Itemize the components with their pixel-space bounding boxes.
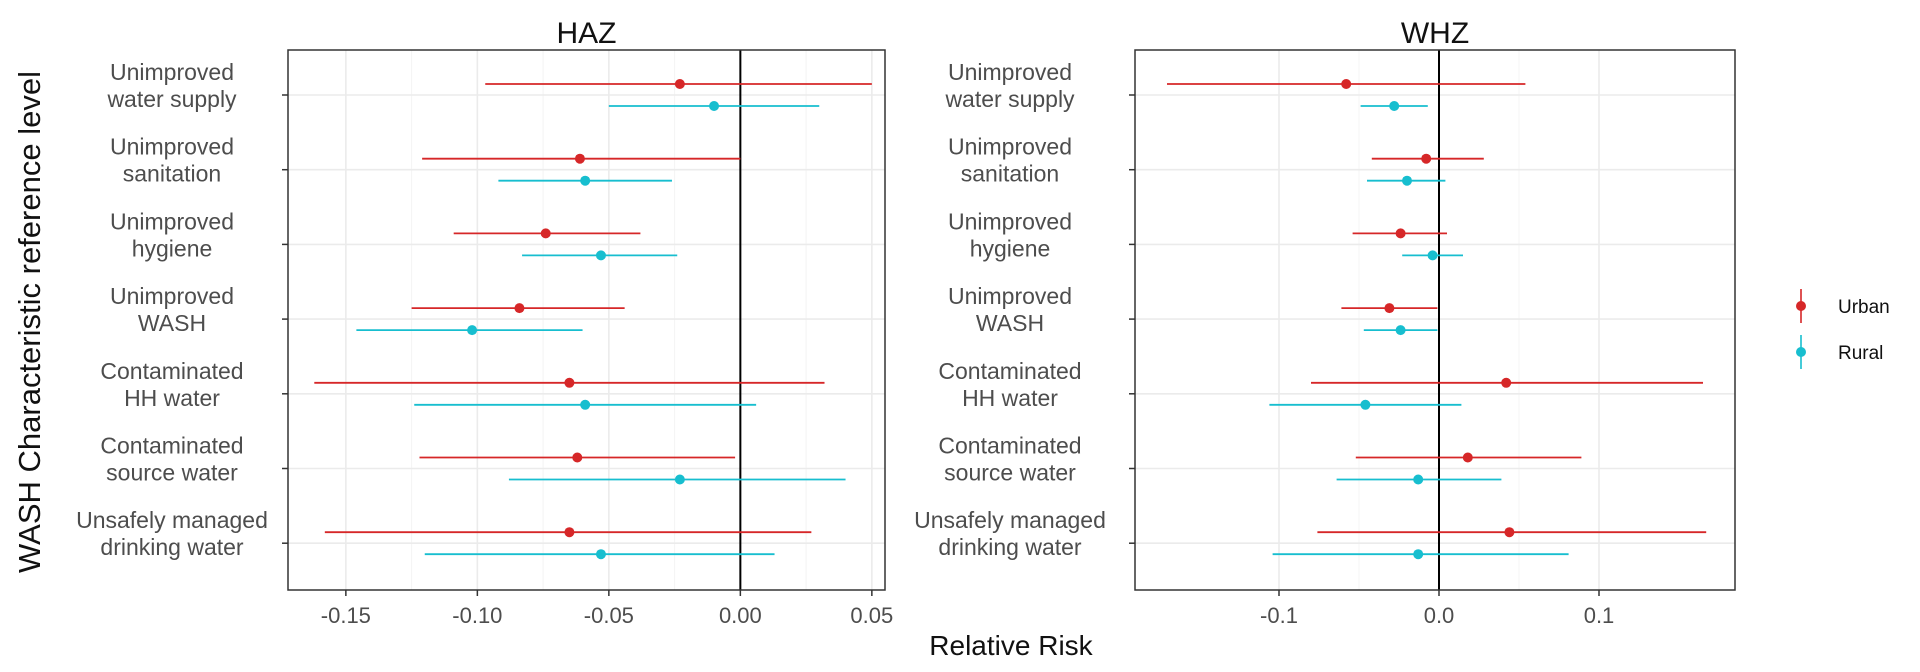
urban-point bbox=[1501, 377, 1512, 388]
category-label: Unimproved WASH bbox=[110, 283, 234, 336]
rural-point bbox=[1402, 175, 1412, 186]
category-label-line: HH water bbox=[962, 385, 1058, 411]
urban-point bbox=[564, 527, 575, 538]
category-label-line: Unsafely managed bbox=[76, 507, 268, 533]
x-tick-label: 0.0 bbox=[1424, 603, 1455, 628]
x-tick-label: -0.15 bbox=[321, 603, 371, 628]
category-label-line: hygiene bbox=[132, 235, 213, 261]
x-tick-label: -0.10 bbox=[452, 603, 502, 628]
category-label: Contaminated source water bbox=[938, 433, 1081, 486]
rural-point bbox=[1395, 325, 1406, 336]
category-label-line: hygiene bbox=[970, 235, 1051, 261]
category-label-line: Contaminated bbox=[938, 433, 1081, 459]
urban-point bbox=[1384, 303, 1395, 314]
category-label: Unsafely managed drinking water bbox=[914, 507, 1106, 560]
category-label: Unimproved sanitation bbox=[110, 134, 234, 187]
x-axis-title: Relative Risk bbox=[929, 630, 1093, 661]
category-label-line: Unimproved bbox=[948, 283, 1072, 309]
rural-point bbox=[1389, 101, 1400, 111]
category-label: Unimproved hygiene bbox=[948, 208, 1072, 261]
urban-point bbox=[514, 303, 525, 314]
category-label-line: sanitation bbox=[961, 161, 1059, 187]
y-axis-title: WASH Characteristic reference level bbox=[12, 71, 47, 573]
category-label-line: source water bbox=[106, 460, 238, 486]
x-tick-label: 0.05 bbox=[850, 603, 893, 628]
category-label-line: Unimproved bbox=[110, 283, 234, 309]
category-label: Contaminated HH water bbox=[938, 358, 1081, 411]
category-label-line: Contaminated bbox=[938, 358, 1081, 384]
legend-marker-urban bbox=[1796, 301, 1806, 311]
category-label: Unsafely managed drinking water bbox=[76, 507, 268, 560]
rural-point bbox=[595, 250, 606, 261]
category-label-line: Contaminated bbox=[100, 433, 243, 459]
panel-border bbox=[1134, 49, 1736, 591]
category-label-line: HH water bbox=[124, 385, 220, 411]
rural-point bbox=[580, 399, 591, 410]
category-label-line: Contaminated bbox=[100, 358, 243, 384]
panel-title: WHZ bbox=[1401, 17, 1469, 50]
x-tick-label: -0.1 bbox=[1260, 603, 1298, 628]
category-label-line: Unimproved bbox=[948, 134, 1072, 160]
rural-point bbox=[1413, 474, 1424, 485]
urban-point bbox=[572, 452, 583, 463]
rural-point bbox=[674, 474, 685, 485]
category-label-line: drinking water bbox=[938, 534, 1082, 560]
rural-point bbox=[467, 325, 478, 336]
legend-marker-rural bbox=[1796, 347, 1806, 357]
x-tick-label: -0.05 bbox=[584, 603, 634, 628]
category-label: Contaminated source water bbox=[100, 433, 243, 486]
urban-point bbox=[1462, 452, 1473, 463]
category-label-line: Unimproved bbox=[110, 59, 234, 85]
panel-title: HAZ bbox=[557, 17, 617, 50]
category-label: Unimproved WASH bbox=[948, 283, 1072, 336]
rural-point bbox=[1427, 250, 1438, 261]
urban-point bbox=[1504, 527, 1515, 538]
category-label: Unimproved water supply bbox=[106, 59, 237, 112]
rural-point bbox=[1413, 549, 1424, 560]
category-label-line: water supply bbox=[944, 86, 1075, 112]
category-label-line: Unimproved bbox=[110, 208, 234, 234]
urban-point bbox=[564, 377, 575, 388]
panel-border bbox=[287, 49, 886, 591]
legend-label-urban: Urban bbox=[1838, 297, 1890, 318]
rural-point bbox=[709, 101, 720, 111]
urban-point bbox=[1341, 79, 1352, 89]
panel-background bbox=[288, 50, 885, 590]
legend: Urban Rural bbox=[1796, 289, 1890, 369]
category-label-line: WASH bbox=[976, 310, 1044, 336]
category-label-line: drinking water bbox=[100, 534, 244, 560]
urban-point bbox=[674, 79, 685, 89]
urban-point bbox=[1395, 228, 1406, 239]
rural-point bbox=[580, 175, 591, 186]
category-label: Contaminated HH water bbox=[100, 358, 243, 411]
urban-point bbox=[574, 153, 585, 164]
x-tick-label: 0.1 bbox=[1584, 603, 1615, 628]
category-label: Unimproved sanitation bbox=[948, 134, 1072, 187]
panel-background bbox=[1135, 50, 1735, 590]
urban-point bbox=[540, 228, 551, 239]
category-label-line: source water bbox=[944, 460, 1076, 486]
category-label-line: Unimproved bbox=[948, 59, 1072, 85]
rural-point bbox=[1360, 399, 1371, 410]
category-label-line: Unsafely managed bbox=[914, 507, 1106, 533]
x-tick-label: 0.00 bbox=[719, 603, 762, 628]
category-label: Unimproved water supply bbox=[944, 59, 1075, 112]
category-label-line: Unimproved bbox=[948, 208, 1072, 234]
legend-label-rural: Rural bbox=[1838, 343, 1883, 364]
category-label-line: sanitation bbox=[123, 161, 221, 187]
category-label-line: Unimproved bbox=[110, 134, 234, 160]
category-label-line: water supply bbox=[106, 86, 237, 112]
category-label: Unimproved hygiene bbox=[110, 208, 234, 261]
category-label-line: WASH bbox=[138, 310, 206, 336]
rural-point bbox=[595, 549, 606, 560]
urban-point bbox=[1421, 153, 1432, 164]
